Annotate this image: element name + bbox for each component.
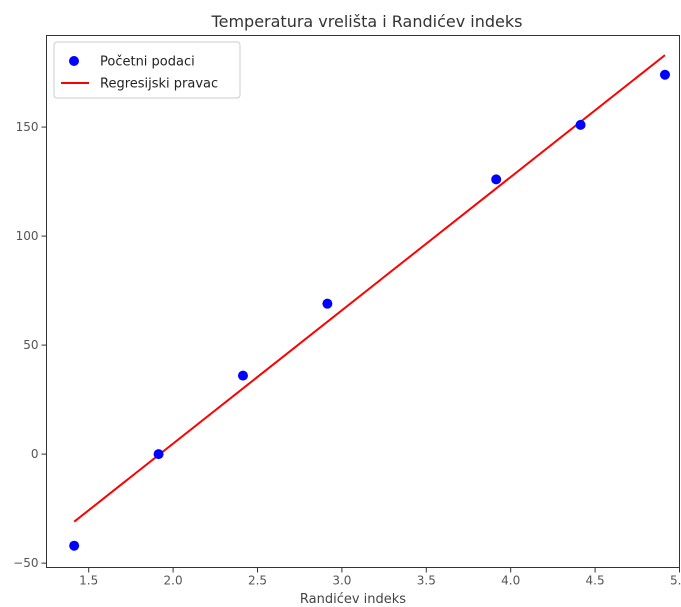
x-tick-label: 5.0 xyxy=(670,574,681,588)
data-point xyxy=(237,370,248,381)
data-point xyxy=(575,119,586,130)
y-tick-label: −50 xyxy=(13,556,38,570)
chart-title: Temperatura vrelišta i Randićev indeks xyxy=(211,12,523,31)
scatter-series xyxy=(69,69,670,551)
regression-line-series xyxy=(73,54,666,523)
data-point xyxy=(322,298,333,309)
x-tick-label: 1.5 xyxy=(79,574,98,588)
x-axis-title: Randićev indeks xyxy=(300,592,406,607)
x-tick-label: 3.0 xyxy=(332,574,351,588)
data-point xyxy=(153,449,164,460)
x-tick-label: 3.5 xyxy=(417,574,436,588)
plot-frame xyxy=(46,35,680,568)
data-point xyxy=(69,540,80,551)
x-tick-label: 2.0 xyxy=(164,574,183,588)
y-tick-label: 150 xyxy=(16,120,39,134)
x-tick-label: 4.5 xyxy=(586,574,605,588)
legend-label-line: Regresijski pravac xyxy=(100,77,218,92)
data-point xyxy=(659,69,670,80)
y-axis: −50 0 50 100 150 xyxy=(13,120,47,570)
y-tick-label: 100 xyxy=(16,229,39,243)
legend-box xyxy=(53,41,241,99)
x-tick-label: 2.5 xyxy=(248,574,267,588)
data-point xyxy=(491,174,502,185)
x-tick-label: 4.0 xyxy=(501,574,520,588)
legend: Početni podaci Regresijski pravac xyxy=(53,41,241,99)
x-axis: 1.5 2.0 2.5 3.0 3.5 4.0 4.5 5.0 xyxy=(79,567,681,588)
legend-label-points: Početni podaci xyxy=(100,55,195,70)
y-tick-label: 0 xyxy=(31,447,39,461)
y-tick-label: 50 xyxy=(23,338,38,352)
legend-marker-points xyxy=(69,56,79,66)
regression-line xyxy=(73,54,666,523)
